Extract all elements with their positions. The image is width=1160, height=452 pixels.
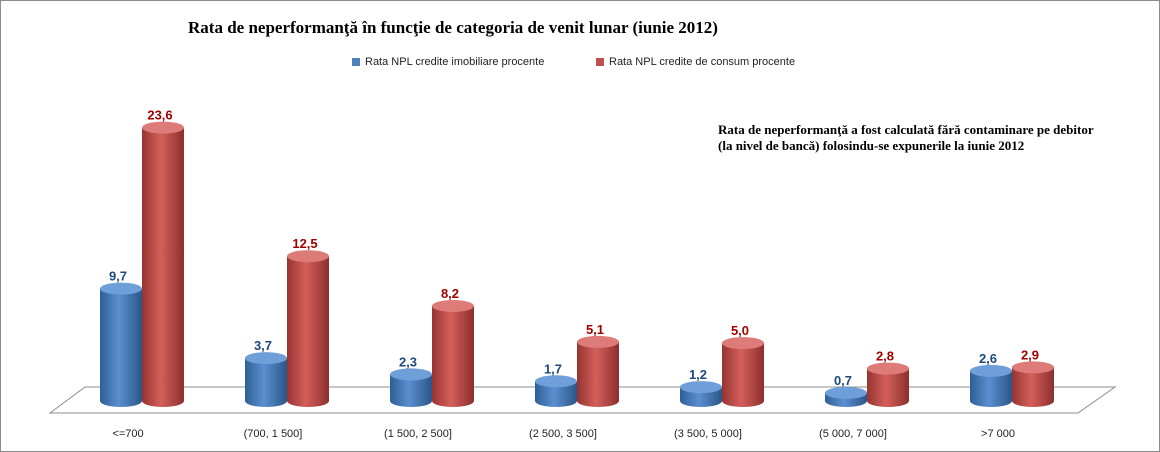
data-label-imobiliare-4: 1,2	[689, 367, 707, 382]
data-label-consum-2: 8,2	[441, 286, 459, 301]
bar-consum-6	[1012, 361, 1054, 407]
x-tick-label-1: (700, 1 500]	[244, 428, 303, 440]
chart-title: Rata de neperformanţă în funcţie de cate…	[188, 18, 718, 37]
data-label-imobiliare-5: 0,7	[834, 373, 852, 388]
bar-consum-1	[287, 250, 329, 407]
bar-consum-0	[142, 121, 184, 407]
bar-imobiliare-4	[680, 381, 722, 407]
data-label-imobiliare-2: 2,3	[399, 354, 417, 369]
x-tick-label-5: (5 000, 7 000]	[819, 428, 887, 440]
data-label-imobiliare-3: 1,7	[544, 361, 562, 376]
bar-imobiliare-0	[100, 282, 142, 407]
data-label-consum-4: 5,0	[731, 323, 749, 338]
bar-consum-4	[722, 337, 764, 407]
bar-consum-2	[432, 300, 474, 407]
data-label-imobiliare-6: 2,6	[979, 351, 997, 366]
data-label-consum-3: 5,1	[586, 322, 604, 337]
bar-imobiliare-6	[970, 364, 1012, 407]
x-tick-label-2: (1 500, 2 500]	[384, 428, 452, 440]
legend-swatch-red	[596, 58, 604, 66]
legend-item-consum: Rata NPL credite de consum procente	[596, 56, 795, 68]
data-label-imobiliare-1: 3,7	[254, 338, 272, 353]
legend-label-imobiliare: Rata NPL credite imobiliare procente	[365, 56, 545, 68]
bar-consum-3	[577, 335, 619, 407]
bar-imobiliare-3	[535, 375, 577, 407]
x-tick-label-3: (2 500, 3 500]	[529, 428, 597, 440]
data-label-consum-5: 2,8	[876, 349, 894, 364]
bar-imobiliare-5	[825, 386, 867, 407]
legend-label-consum: Rata NPL credite de consum procente	[609, 56, 796, 68]
data-label-consum-1: 12,5	[292, 236, 317, 251]
data-label-imobiliare-0: 9,7	[109, 269, 127, 284]
data-label-consum-0: 23,6	[147, 108, 172, 123]
bar-imobiliare-1	[245, 352, 287, 407]
data-label-consum-6: 2,9	[1021, 347, 1039, 362]
legend-item-imobiliare: Rata NPL credite imobiliare procente	[352, 56, 544, 68]
chart-annotation: Rata de neperformanţă a fost calculată f…	[718, 122, 1094, 153]
x-tick-label-6: >7 000	[981, 428, 1015, 440]
x-tick-label-4: (3 500, 5 000]	[674, 428, 742, 440]
bar-imobiliare-2	[390, 368, 432, 407]
bar-consum-5	[867, 362, 909, 407]
x-tick-label-0: <=700	[112, 428, 143, 440]
legend-swatch-blue	[352, 58, 360, 66]
